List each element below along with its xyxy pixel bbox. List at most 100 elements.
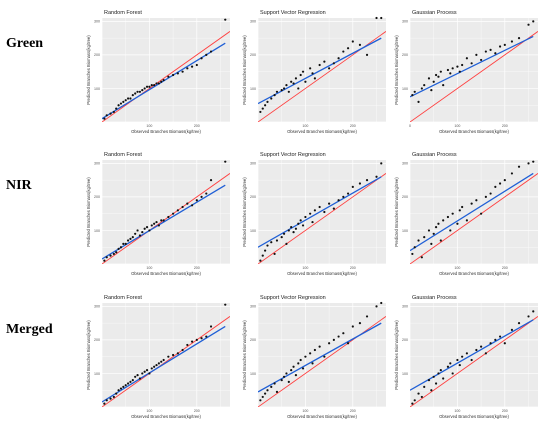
data-point <box>145 368 149 372</box>
y-tick-label: 300 <box>94 20 100 24</box>
data-point <box>131 379 134 382</box>
data-point <box>129 237 132 240</box>
data-point <box>280 236 283 239</box>
data-point <box>287 229 290 232</box>
data-point <box>413 399 416 402</box>
data-point <box>266 244 269 247</box>
data-point <box>112 110 115 114</box>
data-point <box>517 37 521 40</box>
data-point <box>148 372 151 375</box>
plot-background <box>410 18 538 122</box>
data-point <box>162 358 165 362</box>
data-point <box>489 48 492 51</box>
data-point <box>145 85 149 88</box>
data-point <box>126 97 130 100</box>
data-point <box>176 209 179 212</box>
data-point <box>259 259 262 262</box>
data-point <box>318 63 321 67</box>
data-point <box>304 80 307 83</box>
data-point <box>470 358 473 362</box>
data-point <box>292 231 295 234</box>
y-tick-label: 100 <box>250 372 256 376</box>
data-point <box>311 72 314 75</box>
data-point <box>503 179 506 182</box>
data-point <box>266 100 269 103</box>
y-tick-label: 100 <box>402 229 408 233</box>
x-axis-label: Observed Branches Biomass(kg/tree) <box>131 414 201 419</box>
data-point <box>351 325 354 328</box>
data-point <box>287 90 290 93</box>
data-point <box>181 348 184 352</box>
y-axis-label: Predicted Branches Biomass(kg/tree) <box>86 177 91 247</box>
data-point <box>160 360 163 363</box>
data-point <box>259 110 262 114</box>
data-point <box>332 338 335 342</box>
data-point <box>532 160 535 163</box>
data-point <box>442 83 445 87</box>
data-point <box>309 212 312 215</box>
data-point <box>261 107 264 110</box>
data-point <box>157 82 160 85</box>
data-point <box>465 219 468 222</box>
x-axis-label: Observed Branches Biomass(kg/tree) <box>439 414 509 419</box>
data-point <box>275 239 279 242</box>
data-point <box>190 204 194 207</box>
y-tick-label: 300 <box>250 162 256 166</box>
one-to-one-line <box>258 316 386 407</box>
panel-title: Random Forest <box>104 295 142 301</box>
x-tick-label: 200 <box>194 409 200 413</box>
data-point <box>318 205 321 209</box>
data-point <box>297 222 300 225</box>
data-point <box>266 389 269 392</box>
data-point <box>423 385 426 388</box>
data-point <box>160 80 163 83</box>
data-point <box>105 114 108 117</box>
data-point <box>290 225 293 229</box>
data-point <box>292 82 295 85</box>
plot-background <box>258 303 386 407</box>
data-point <box>494 185 497 188</box>
data-point <box>150 224 153 227</box>
data-point <box>446 215 450 219</box>
x-tick-label: 200 <box>502 266 508 270</box>
x-tick-label: 100 <box>302 124 308 128</box>
data-point <box>209 179 213 182</box>
data-point <box>411 252 414 256</box>
scatter-panel: Support Vector Regression 100 200 100 200 300… <box>242 152 386 276</box>
data-point <box>449 72 452 75</box>
data-point <box>160 219 163 222</box>
data-point <box>517 322 521 325</box>
data-point <box>358 43 362 46</box>
x-axis-label: Observed Branches Biomass(kg/tree) <box>287 129 357 134</box>
data-point <box>458 209 461 212</box>
data-point <box>417 392 420 395</box>
data-point <box>451 372 454 375</box>
data-point <box>380 301 383 305</box>
data-point <box>134 232 137 235</box>
data-point <box>311 362 314 365</box>
data-point <box>148 85 151 88</box>
data-point <box>200 337 203 340</box>
data-point <box>427 379 431 382</box>
data-point <box>136 374 139 377</box>
data-point <box>301 224 305 227</box>
data-point <box>205 192 208 195</box>
y-tick-label: 200 <box>94 195 100 199</box>
data-point <box>270 97 273 100</box>
data-point <box>475 348 478 352</box>
data-point <box>323 210 326 214</box>
data-point <box>510 172 514 175</box>
data-point <box>299 358 302 362</box>
data-point <box>365 315 369 318</box>
data-point <box>205 53 208 57</box>
data-point <box>117 104 120 107</box>
data-point <box>451 212 454 215</box>
data-point <box>292 365 295 368</box>
y-tick-label: 200 <box>250 195 256 199</box>
row-label-nir: NIR <box>6 178 32 193</box>
data-point <box>285 242 288 245</box>
panel-title: Gaussian Process <box>412 295 457 301</box>
x-tick-label: 100 <box>146 124 152 128</box>
data-point <box>181 70 184 73</box>
data-point <box>181 205 184 209</box>
